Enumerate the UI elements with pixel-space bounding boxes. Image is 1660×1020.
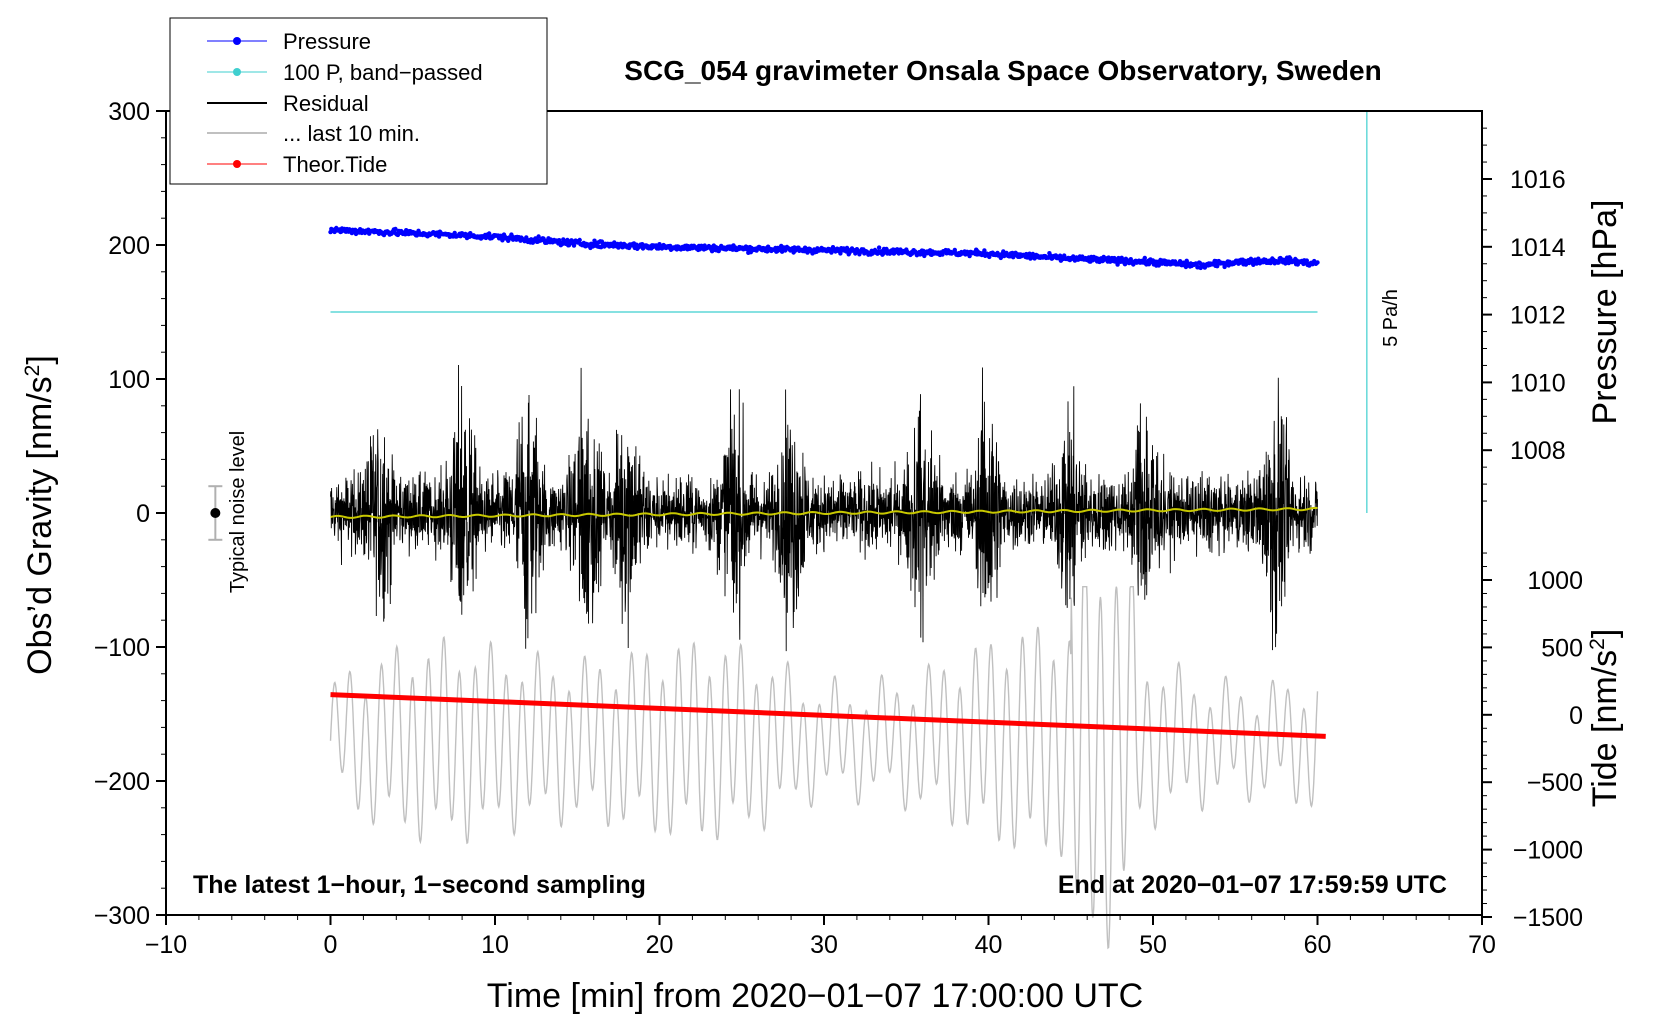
pressure-point [1276, 260, 1282, 265]
pressure-point [1115, 262, 1120, 267]
y-tick-label: −100 [94, 634, 150, 662]
pressure-point [1315, 260, 1320, 265]
pressure-point [1128, 257, 1134, 262]
legend-label-pressure: Pressure [283, 29, 371, 54]
x-tick-label: 20 [646, 931, 674, 959]
tide-tick-label: −500 [1527, 769, 1583, 797]
pressure-point [1288, 256, 1293, 261]
pressure-point [598, 245, 604, 250]
pressure-tick-label: 1016 [1510, 166, 1566, 194]
noise-bar-marker [210, 508, 221, 518]
pressure-point [1248, 256, 1254, 261]
pressure-tick-label: 1008 [1510, 437, 1566, 465]
noise-bar-label: Typical noise level [227, 431, 249, 593]
pressure-point [940, 252, 945, 257]
legend-marker-bandpassed [233, 68, 241, 76]
scale-bar-label: 5 Pa/h [1380, 289, 1402, 347]
y-tick-label: 100 [108, 366, 150, 394]
series-smoothed-residual-line [330, 506, 1318, 519]
legend-box [169, 17, 548, 185]
pressure-point [536, 234, 541, 239]
x-tick-label: 70 [1468, 931, 1496, 959]
series-last-10-min-line [329, 586, 1319, 950]
series-pressure-points [328, 225, 1320, 271]
tide-tick-label: −1500 [1513, 904, 1583, 932]
x-tick-label: 30 [810, 931, 838, 959]
pressure-tick-label: 1012 [1510, 302, 1566, 330]
x-tick-label: 10 [481, 931, 509, 959]
y-axis-label-gravity: Obs’d Gravity [nm/s2] [21, 355, 59, 675]
tide-tick-label: 0 [1569, 702, 1583, 730]
x-tick-label: −10 [145, 931, 187, 959]
legend-marker-pressure [233, 37, 241, 45]
pressure-point [967, 253, 972, 259]
legend-label-last10: ... last 10 min. [283, 121, 420, 146]
series-theor-tide-line [330, 692, 1326, 739]
chart-title: SCG_054 gravimeter Onsala Space Observat… [624, 55, 1381, 86]
pressure-point [1142, 255, 1148, 261]
pressure-tick-label: 1010 [1510, 369, 1566, 397]
legend-label-tide: Theor.Tide [283, 152, 387, 177]
series-residual-line [330, 364, 1318, 652]
y-tick-label: 200 [108, 232, 150, 260]
legend-marker-tide [233, 160, 241, 168]
data-layer [208, 111, 1368, 950]
annotation-sampling: The latest 1−hour, 1−second sampling [193, 871, 646, 899]
y-tick-label: −300 [94, 902, 150, 930]
legend: Pressure 100 P, band−passed Residual ...… [169, 17, 548, 185]
pressure-point [876, 245, 882, 250]
pressure-point [998, 255, 1003, 261]
pressure-point [829, 250, 834, 255]
y-tick-label: 300 [108, 98, 150, 126]
pressure-point [565, 237, 570, 243]
y-axis-label-pressure: Pressure [hPa] [1586, 200, 1624, 425]
pressure-point [487, 231, 492, 236]
pressure-point [1304, 258, 1310, 263]
tide-tick-label: 1000 [1527, 567, 1583, 595]
legend-label-residual: Residual [283, 91, 369, 116]
y-tick-label: −200 [94, 768, 150, 796]
axes-layer: −10 0 10 20 30 40 50 60 703002001000−100−200−300… [94, 98, 1583, 959]
pressure-point [452, 230, 457, 236]
x-axis-label: Time [min] from 2020−01−07 17:00:00 UTC [487, 977, 1143, 1015]
annotation-end-time: End at 2020−01−07 17:59:59 UTC [1058, 871, 1447, 899]
legend-label-bandpassed: 100 P, band−passed [283, 60, 483, 85]
pressure-point [838, 251, 843, 256]
x-tick-label: 50 [1139, 931, 1167, 959]
pressure-point [1251, 262, 1256, 267]
y-axis-label-tide: Tide [nm/s2] [1586, 629, 1624, 808]
tide-tick-label: 500 [1541, 634, 1583, 662]
pressure-point [982, 248, 987, 253]
pressure-point [577, 237, 582, 243]
pressure-point [1146, 262, 1152, 267]
pressure-point [500, 238, 505, 243]
x-tick-label: 40 [975, 931, 1003, 959]
pressure-point [1177, 259, 1183, 264]
tide-tick-label: −1000 [1513, 837, 1583, 865]
x-tick-label: 60 [1304, 931, 1332, 959]
y-tick-label: 0 [136, 500, 150, 528]
pressure-tick-label: 1014 [1510, 234, 1566, 262]
x-tick-label: 0 [324, 931, 338, 959]
pressure-point [393, 226, 398, 232]
